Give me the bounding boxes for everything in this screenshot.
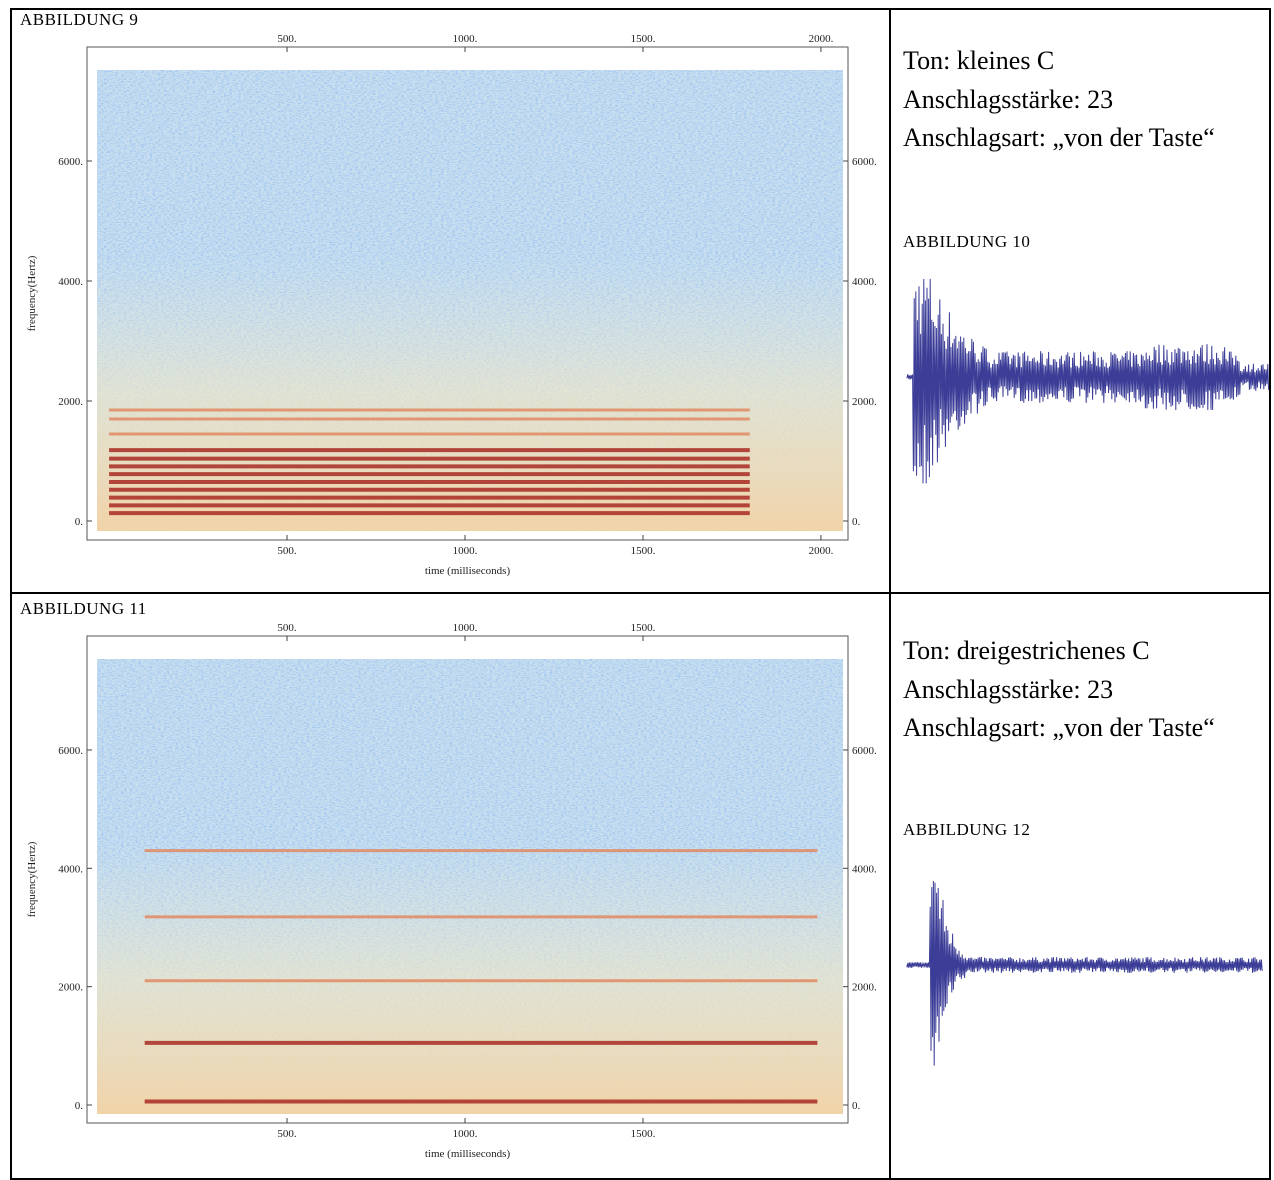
note-line: Ton: kleines C bbox=[903, 46, 1055, 75]
y-tick-label: 2000. bbox=[852, 396, 877, 408]
table-border bbox=[1269, 8, 1271, 1180]
figure-label: ABBILDUNG 12 bbox=[903, 820, 1031, 839]
x-tick-label: 1500. bbox=[631, 545, 656, 557]
spectrogram: 500. 500. 1000. 1000. 1500. 1500. 0. 0. 2000. 200… bbox=[26, 622, 877, 1160]
x-axis-label: time (milliseconds) bbox=[425, 1148, 511, 1160]
spectrogram: 500. 500. 1000. 1000. 1500. 1500. 2000. 2000. 0.… bbox=[26, 33, 877, 577]
y-tick-label: 4000. bbox=[58, 863, 83, 875]
x-tick-label: 1000. bbox=[453, 622, 478, 634]
x-tick-label: 2000. bbox=[809, 33, 834, 45]
x-tick-label: 500. bbox=[277, 33, 297, 45]
x-axis-label: time (milliseconds) bbox=[425, 565, 511, 577]
y-tick-label: 2000. bbox=[852, 982, 877, 994]
y-tick-label: 0. bbox=[75, 516, 84, 528]
table-border bbox=[10, 8, 12, 1180]
y-tick-label: 2000. bbox=[58, 396, 83, 408]
waveform-trace bbox=[906, 278, 1269, 484]
x-tick-label: 500. bbox=[277, 1128, 297, 1140]
note-line: Ton: dreigestrichenes C bbox=[903, 636, 1150, 665]
waveform bbox=[906, 880, 1263, 1066]
x-tick-label: 1000. bbox=[453, 1128, 478, 1140]
y-axis-label: frequency(Hertz) bbox=[26, 841, 38, 917]
table-border bbox=[10, 592, 1270, 594]
y-tick-label: 6000. bbox=[852, 745, 877, 757]
spectrogram-warm bbox=[97, 659, 843, 1114]
table-border bbox=[10, 8, 1270, 10]
x-tick-label: 1000. bbox=[453, 545, 478, 557]
x-tick-label: 1500. bbox=[631, 1128, 656, 1140]
y-tick-label: 6000. bbox=[58, 156, 83, 168]
figure-label: ABBILDUNG 9 bbox=[20, 10, 139, 29]
plot-frame bbox=[86, 635, 849, 1124]
waveform bbox=[906, 278, 1269, 484]
table-border bbox=[10, 1178, 1270, 1180]
plot-frame bbox=[86, 46, 849, 541]
note: Ton: dreigestrichenes C Anschlagsstärke:… bbox=[903, 632, 1218, 748]
x-tick-label: 500. bbox=[277, 622, 297, 634]
table-border bbox=[889, 8, 891, 1180]
note-line: Anschlagsart: „von der Taste“ bbox=[903, 123, 1215, 152]
y-tick-label: 6000. bbox=[852, 156, 877, 168]
figure-label: ABBILDUNG 10 bbox=[903, 232, 1031, 251]
figure-label: ABBILDUNG 11 bbox=[20, 599, 147, 618]
note-line: Anschlagsstärke: 23 bbox=[903, 84, 1114, 114]
x-tick-label: 1500. bbox=[631, 33, 656, 45]
y-axis-label: frequency(Hertz) bbox=[26, 255, 38, 331]
spectrogram-warm bbox=[97, 70, 843, 531]
note-line: Anschlagsstärke: 23 bbox=[903, 674, 1114, 704]
y-tick-label: 4000. bbox=[852, 276, 877, 288]
note: Ton: kleines C Anschlagsstärke: 23 Ansch… bbox=[903, 42, 1218, 158]
y-tick-label: 4000. bbox=[852, 863, 877, 875]
y-tick-label: 6000. bbox=[58, 745, 83, 757]
note-line: Anschlagsart: „von der Taste“ bbox=[903, 713, 1215, 742]
waveform-trace bbox=[906, 880, 1263, 1066]
y-tick-label: 0. bbox=[852, 516, 861, 528]
y-tick-label: 0. bbox=[852, 1100, 861, 1112]
y-tick-label: 0. bbox=[75, 1100, 84, 1112]
x-tick-label: 1000. bbox=[453, 33, 478, 45]
y-tick-label: 2000. bbox=[58, 982, 83, 994]
x-tick-label: 1500. bbox=[631, 622, 656, 634]
x-tick-label: 500. bbox=[277, 545, 297, 557]
x-tick-label: 2000. bbox=[809, 545, 834, 557]
y-tick-label: 4000. bbox=[58, 276, 83, 288]
